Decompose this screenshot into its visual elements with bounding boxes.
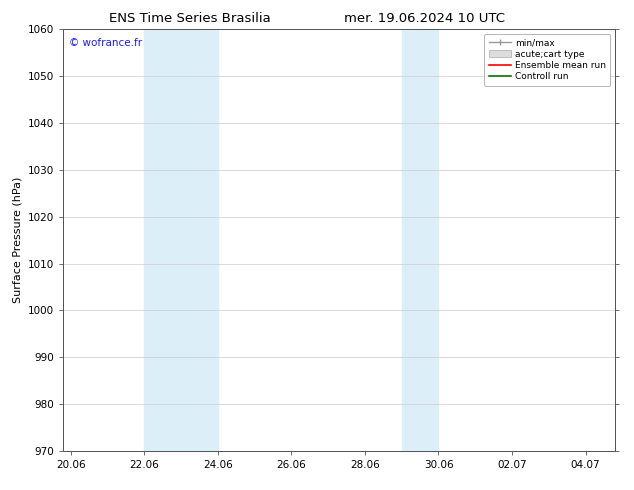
Bar — [402, 29, 439, 451]
Text: © wofrance.fr: © wofrance.fr — [69, 38, 142, 48]
Y-axis label: Surface Pressure (hPa): Surface Pressure (hPa) — [13, 177, 23, 303]
Text: ENS Time Series Brasilia: ENS Time Series Brasilia — [109, 12, 271, 25]
Bar — [145, 29, 218, 451]
Text: mer. 19.06.2024 10 UTC: mer. 19.06.2024 10 UTC — [344, 12, 505, 25]
Legend: min/max, acute;cart type, Ensemble mean run, Controll run: min/max, acute;cart type, Ensemble mean … — [484, 34, 611, 86]
